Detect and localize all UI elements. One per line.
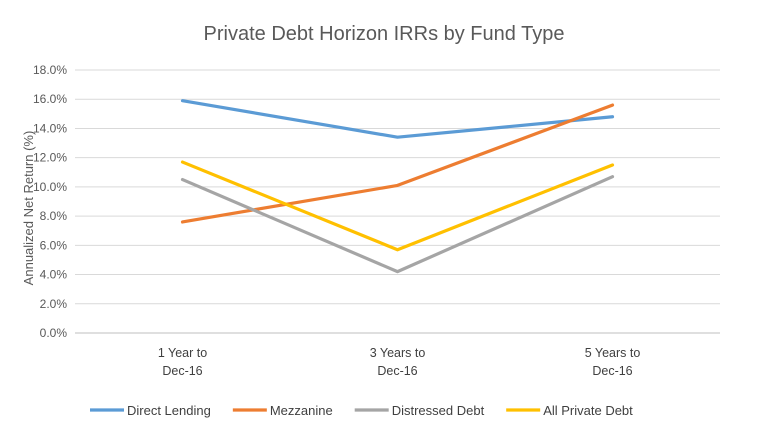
x-axis-categories: 1 Year to Dec-16 3 Years to Dec-16 5 Years t… — [158, 346, 641, 378]
legend-item: Mezzanine — [232, 403, 333, 418]
legend-item: Distressed Debt — [354, 403, 485, 418]
series-line — [180, 160, 615, 252]
y-axis-ticks: 0.0% 2.0% 4.0% 6.0% 8.0% 10.0% 12.0% 14.0% 16.0%… — [33, 63, 67, 340]
y-tick-label: 14.0% — [33, 121, 67, 135]
y-tick-label: 16.0% — [33, 92, 67, 106]
legend-label: Distressed Debt — [392, 403, 485, 418]
chart-title: Private Debt Horizon IRRs by Fund Type — [204, 23, 565, 45]
legend-label: Direct Lending — [127, 403, 211, 418]
x-tick-label: 1 Year to Dec-16 — [158, 346, 207, 378]
y-tick-label: 12.0% — [33, 151, 67, 165]
x-tick-label: 5 Years to Dec-16 — [585, 346, 641, 378]
y-tick-label: 6.0% — [40, 238, 68, 252]
legend-item: Direct Lending — [90, 403, 211, 418]
legend-label: Mezzanine — [270, 403, 333, 418]
legend-item: All Private Debt — [506, 403, 633, 418]
x-tick-label: 3 Years to Dec-16 — [370, 346, 426, 378]
legend: Direct Lending Mezzanine Distressed Debt Al… — [90, 403, 633, 418]
series-lines — [180, 99, 615, 274]
gridlines — [75, 69, 720, 334]
y-tick-label: 0.0% — [40, 326, 68, 340]
series-line — [180, 175, 615, 274]
y-tick-label: 8.0% — [40, 209, 68, 223]
y-tick-label: 2.0% — [40, 297, 68, 311]
y-axis-label: Annualized Net Return (%) — [21, 131, 36, 286]
series-line — [180, 99, 615, 139]
legend-label: All Private Debt — [543, 403, 633, 418]
y-tick-label: 18.0% — [33, 63, 67, 77]
y-tick-label: 10.0% — [33, 180, 67, 194]
y-tick-label: 4.0% — [40, 268, 68, 282]
